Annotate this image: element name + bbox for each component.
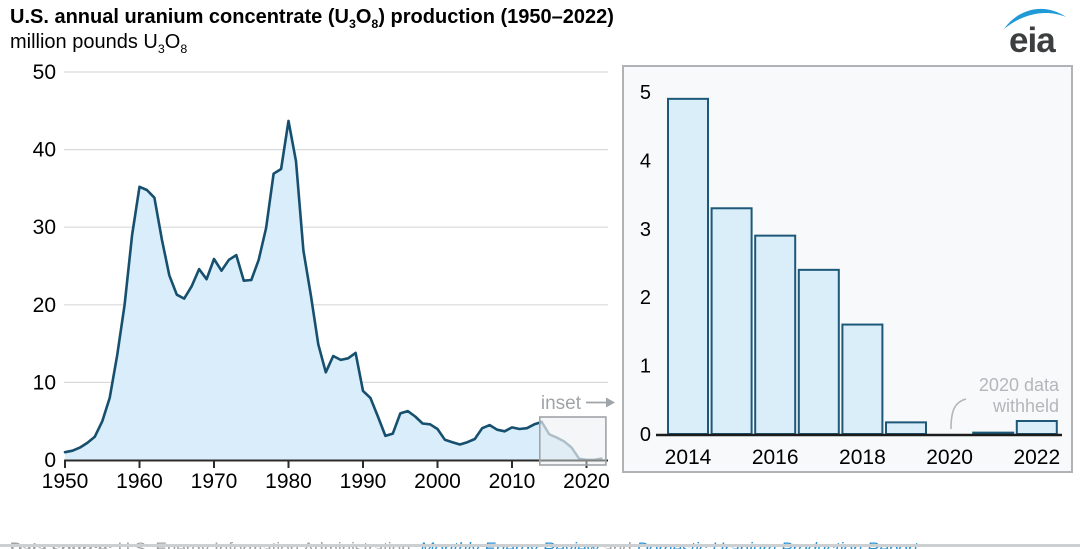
main-y-tick-label: 10 — [33, 371, 56, 394]
main-x-tick-label: 1970 — [191, 470, 238, 493]
inset-x-tick-label: 2014 — [665, 446, 712, 469]
main-y-tick-label: 0 — [44, 449, 56, 472]
main-y-tick-label: 40 — [33, 139, 56, 162]
main-x-tick-label: 1980 — [265, 470, 312, 493]
inset-y-tick-label: 1 — [640, 356, 651, 378]
eia-logo-text: eia — [1009, 21, 1056, 58]
eia-logo-swoosh-icon — [1004, 8, 1066, 29]
title-subscript-3: 3 — [348, 17, 356, 31]
subtitle-text: million pounds U — [10, 31, 158, 53]
production-line — [63, 119, 544, 454]
main-x-tick-label: 1960 — [116, 470, 163, 493]
bottom-divider — [0, 544, 1080, 547]
bar-2019 — [885, 421, 927, 436]
main-x-tick-label: 1990 — [340, 470, 387, 493]
main-x-tick-label: 1950 — [42, 470, 89, 493]
main-y-tick-label: 50 — [33, 61, 56, 84]
bar-2022 — [1015, 420, 1058, 435]
inset-arrowhead-icon — [606, 397, 615, 408]
main-y-tick-label: 20 — [33, 294, 56, 317]
inset-x-tick-label: 2022 — [1013, 446, 1060, 469]
inset-y-tick-label: 5 — [640, 82, 651, 104]
inset-highlight-box — [538, 416, 607, 466]
production-area — [65, 120, 602, 461]
bar-2015 — [710, 207, 753, 435]
inset-label: inset — [541, 393, 582, 414]
inset-y-tick-label: 3 — [640, 219, 651, 241]
annotation-2020-withheld: 2020 data — [979, 375, 1060, 395]
inset-y-tick-label: 4 — [640, 150, 651, 172]
annotation-2020-withheld: withheld — [992, 396, 1059, 416]
subtitle-subscript-8: 8 — [180, 42, 188, 56]
inset-y-tick-label: 0 — [640, 424, 651, 446]
y-axis-units-subtitle: million pounds U3O8 — [10, 31, 188, 56]
annotation-leader-line — [950, 398, 967, 430]
main-x-tick-label: 2020 — [563, 470, 610, 493]
main-x-tick-label: 2000 — [414, 470, 461, 493]
bar-2016 — [754, 234, 797, 435]
subtitle-text: O — [164, 31, 181, 53]
inset-x-tick-label: 2016 — [752, 446, 799, 469]
title-text: O — [355, 6, 372, 28]
subtitle-subscript-3: 3 — [157, 42, 165, 56]
inset-x-tick-label: 2018 — [839, 446, 886, 469]
title-text: U.S. annual uranium concentrate (U — [10, 6, 349, 28]
main-x-tick-label: 2010 — [489, 470, 536, 493]
inset-x-tick-label: 2020 — [926, 446, 973, 469]
title-subscript-8: 8 — [371, 17, 379, 31]
inset-y-tick-label: 2 — [640, 287, 651, 309]
footer: Data source: U.S. Energy Information Adm… — [10, 496, 1070, 549]
title-text: ) production (1950–2022) — [378, 6, 614, 28]
bar-2014 — [667, 97, 709, 435]
bar-2018 — [841, 323, 884, 435]
bar-2017 — [797, 268, 840, 435]
main-y-tick-label: 30 — [33, 216, 56, 239]
page-title: U.S. annual uranium concentrate (U3O8) p… — [10, 6, 614, 31]
eia-logo: eia — [1004, 8, 1066, 58]
